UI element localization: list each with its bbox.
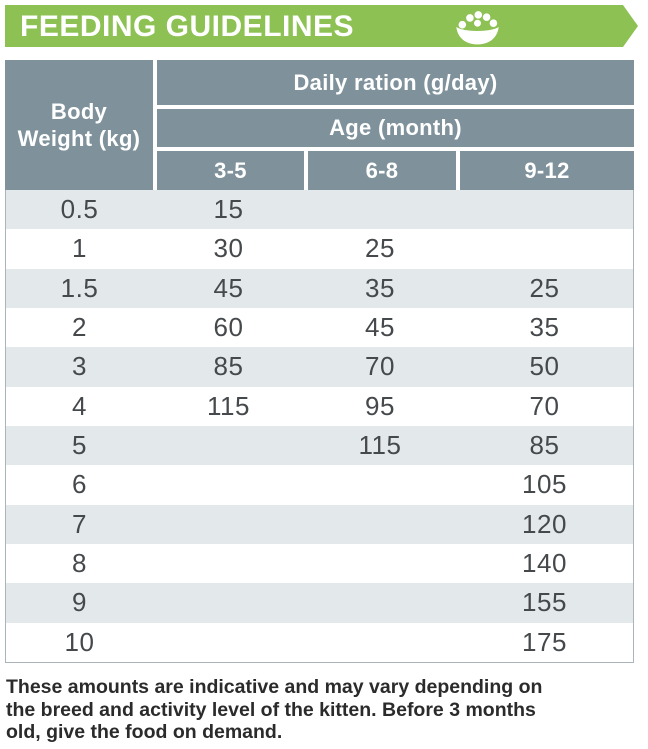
table-row: 10 175 bbox=[6, 622, 633, 662]
body-weight-cell: 5 bbox=[72, 430, 87, 461]
ration-3-5-cell: 115 bbox=[207, 390, 250, 421]
ration-3-5-cell bbox=[153, 465, 304, 504]
daily-ration-header: Daily ration (g/day) bbox=[157, 60, 634, 105]
table-row: 0.5 15 bbox=[6, 190, 633, 230]
table-row: 2 60 45 35 bbox=[6, 307, 633, 348]
kibble-bowl-icon bbox=[454, 8, 501, 51]
ration-6-8-cell bbox=[304, 190, 456, 229]
ration-9-12-cell bbox=[456, 229, 633, 268]
ration-3-5-cell bbox=[153, 583, 304, 622]
body-weight-cell: 7 bbox=[72, 508, 87, 539]
ration-6-8-cell bbox=[304, 465, 456, 504]
table-row: 5 115 85 bbox=[6, 425, 633, 466]
footnote: These amounts are indicative and may var… bbox=[6, 676, 648, 744]
ration-9-12-cell: 120 bbox=[522, 508, 567, 539]
ration-9-12-cell: 175 bbox=[522, 626, 567, 657]
ration-3-5-cell: 45 bbox=[213, 272, 244, 303]
ration-3-5-cell bbox=[153, 623, 304, 662]
feeding-table-body: 0.5 15 1 30 25 1.5 45 35 25 2 60 45 35 3… bbox=[5, 190, 634, 663]
ration-3-5-cell: 15 bbox=[213, 194, 244, 225]
ration-6-8-cell: 95 bbox=[365, 390, 395, 421]
ration-6-8-cell bbox=[304, 583, 456, 622]
ration-6-8-cell: 70 bbox=[365, 351, 395, 382]
ration-6-8-cell bbox=[304, 623, 456, 662]
body-weight-cell: 10 bbox=[64, 626, 95, 657]
table-row: 6 105 bbox=[6, 465, 633, 505]
table-row: 7 120 bbox=[6, 504, 633, 544]
footnote-line: the breed and activity level of the kitt… bbox=[6, 698, 536, 721]
ration-9-12-cell: 85 bbox=[529, 430, 560, 461]
body-weight-header-line2: Weight (kg) bbox=[17, 126, 141, 151]
table-row: 1 30 25 bbox=[6, 229, 633, 269]
ration-6-8-cell: 45 bbox=[365, 312, 395, 343]
feeding-table-header: Body Weight (kg) Daily ration (g/day) Ag… bbox=[5, 60, 634, 190]
ration-9-12-cell: 155 bbox=[522, 587, 567, 618]
table-row: 1.5 45 35 25 bbox=[6, 268, 633, 308]
ration-6-8-cell bbox=[304, 544, 456, 583]
banner-title: FEEDING GUIDELINES bbox=[20, 10, 355, 43]
body-weight-header-line1: Body bbox=[50, 99, 108, 124]
ration-6-8-cell: 35 bbox=[365, 272, 395, 303]
ration-6-8-cell: 25 bbox=[365, 233, 395, 264]
table-row: 4 115 95 70 bbox=[6, 386, 633, 426]
body-weight-cell: 2 bbox=[72, 312, 87, 343]
ration-3-5-cell: 60 bbox=[213, 312, 244, 343]
ration-9-12-cell: 105 bbox=[522, 469, 567, 500]
ration-9-12-cell: 140 bbox=[522, 548, 567, 579]
table-row: 3 85 70 50 bbox=[6, 347, 633, 387]
ration-9-12-cell: 35 bbox=[529, 312, 560, 343]
ration-9-12-cell bbox=[456, 190, 633, 229]
table-row: 9 155 bbox=[6, 583, 633, 623]
age-column-6-8: 6-8 bbox=[308, 151, 456, 190]
footnote-line: These amounts are indicative and may var… bbox=[6, 676, 543, 698]
body-weight-cell: 0.5 bbox=[60, 194, 99, 225]
ration-6-8-cell: 115 bbox=[358, 430, 402, 461]
ration-3-5-cell: 85 bbox=[213, 351, 244, 382]
body-weight-cell: 4 bbox=[72, 390, 87, 421]
body-weight-cell: 1.5 bbox=[60, 272, 99, 303]
ration-3-5-cell bbox=[153, 505, 304, 544]
ration-9-12-cell: 50 bbox=[529, 351, 560, 382]
body-weight-cell: 9 bbox=[72, 587, 87, 618]
ration-3-5-cell bbox=[153, 544, 304, 583]
body-weight-header: Body Weight (kg) bbox=[5, 60, 153, 190]
ration-9-12-cell: 25 bbox=[529, 272, 560, 303]
table-row: 8 140 bbox=[6, 543, 633, 584]
body-weight-cell: 6 bbox=[72, 469, 87, 500]
age-month-header: Age (month) bbox=[157, 109, 634, 147]
age-column-9-12: 9-12 bbox=[460, 151, 634, 190]
age-column-3-5: 3-5 bbox=[157, 151, 304, 190]
ration-3-5-cell bbox=[153, 426, 304, 465]
body-weight-cell: 1 bbox=[72, 233, 87, 264]
body-weight-cell: 8 bbox=[72, 548, 87, 579]
banner: FEEDING GUIDELINES bbox=[5, 5, 638, 47]
ration-9-12-cell: 70 bbox=[529, 390, 560, 421]
ration-3-5-cell: 30 bbox=[213, 233, 244, 264]
ration-6-8-cell bbox=[304, 505, 456, 544]
body-weight-cell: 3 bbox=[72, 351, 87, 382]
footnote-line: old, give the food on demand. bbox=[6, 721, 283, 743]
